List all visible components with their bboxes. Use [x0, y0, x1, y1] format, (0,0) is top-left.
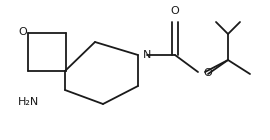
Text: O: O	[203, 68, 212, 78]
Text: O: O	[171, 6, 179, 16]
Text: H₂N: H₂N	[18, 97, 39, 107]
Text: N: N	[143, 50, 151, 60]
Text: O: O	[19, 27, 27, 37]
